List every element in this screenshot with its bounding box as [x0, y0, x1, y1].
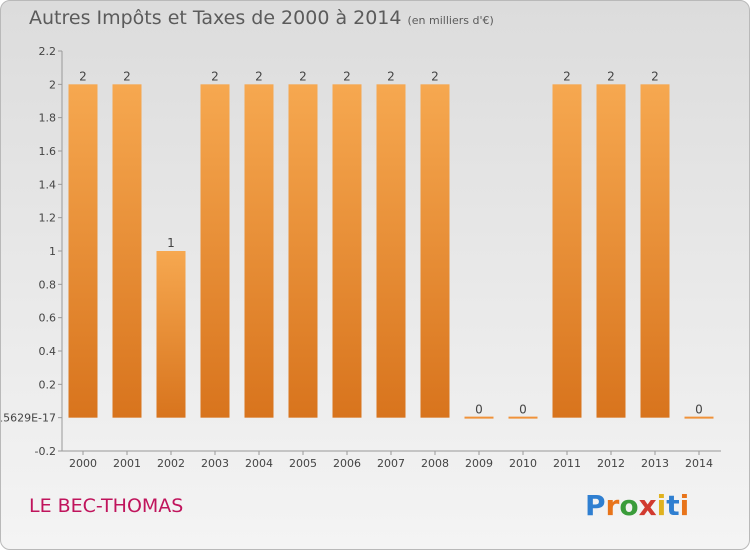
y-tick-label: 0.4: [39, 345, 57, 358]
bar: [376, 84, 406, 418]
x-tick-label: 2013: [641, 457, 669, 470]
chart-title-text: Autres Impôts et Taxes de 2000 à 2014: [29, 7, 402, 29]
data-label: 2: [343, 69, 351, 83]
data-label: 2: [255, 69, 263, 83]
logo-letter: o: [619, 489, 639, 522]
data-label: 0: [695, 403, 703, 417]
bar: [288, 84, 318, 418]
bar: [200, 84, 230, 418]
y-tick-label: 1.6: [39, 145, 57, 158]
data-label: 2: [79, 69, 87, 83]
proxiti-logo: Proxiti: [585, 489, 689, 522]
data-label: 0: [475, 403, 483, 417]
logo-letter: i: [679, 489, 690, 522]
logo-letter: P: [585, 489, 606, 522]
x-tick-label: 2010: [509, 457, 537, 470]
data-label: 2: [299, 69, 307, 83]
y-tick-label: 0.2: [39, 378, 57, 391]
data-label: 2: [387, 69, 395, 83]
x-tick-label: 2000: [69, 457, 97, 470]
bar: [156, 251, 186, 418]
x-tick-label: 2001: [113, 457, 141, 470]
y-tick-label: 2: [49, 78, 56, 91]
data-label: 2: [651, 69, 659, 83]
bar: [112, 84, 142, 418]
x-tick-label: 2005: [289, 457, 317, 470]
x-tick-label: 2004: [245, 457, 273, 470]
logo-letter: i: [656, 489, 667, 522]
bar: [244, 84, 274, 418]
x-tick-label: 2003: [201, 457, 229, 470]
data-label: 2: [211, 69, 219, 83]
logo-letter: x: [638, 489, 657, 522]
y-tick-label: 1.8: [39, 112, 57, 125]
data-label: 2: [607, 69, 615, 83]
x-tick-label: 2002: [157, 457, 185, 470]
x-tick-label: 2007: [377, 457, 405, 470]
x-tick-label: 2006: [333, 457, 361, 470]
logo-letter: t: [666, 489, 680, 522]
chart-title: Autres Impôts et Taxes de 2000 à 2014 (en…: [29, 7, 494, 29]
bar: [68, 84, 98, 418]
y-tick-label: 0.6: [39, 312, 57, 325]
chart-unit: (en milliers d'€): [407, 14, 494, 27]
bar: [640, 84, 670, 418]
x-tick-label: 2014: [685, 457, 713, 470]
x-tick-label: 2011: [553, 457, 581, 470]
y-tick-label: 2.2: [39, 45, 57, 58]
y-tick-label: -0.2: [35, 445, 56, 458]
commune-name: LE BEC-THOMAS: [29, 495, 184, 517]
y-tick-label: 1: [49, 245, 56, 258]
logo-letter: r: [605, 489, 620, 522]
y-tick-label: 1.4: [39, 178, 57, 191]
y-tick-label: -1.15629E-17: [1, 412, 56, 425]
x-tick-label: 2009: [465, 457, 493, 470]
data-label: 1: [167, 236, 175, 250]
data-label: 2: [431, 69, 439, 83]
y-tick-label: 1.2: [39, 212, 57, 225]
x-tick-label: 2012: [597, 457, 625, 470]
bar: [332, 84, 362, 418]
data-label: 0: [519, 403, 527, 417]
data-label: 2: [563, 69, 571, 83]
bar: [596, 84, 626, 418]
x-tick-label: 2008: [421, 457, 449, 470]
bar: [420, 84, 450, 418]
y-tick-label: 0.8: [39, 278, 57, 291]
bar: [552, 84, 582, 418]
data-label: 2: [123, 69, 131, 83]
